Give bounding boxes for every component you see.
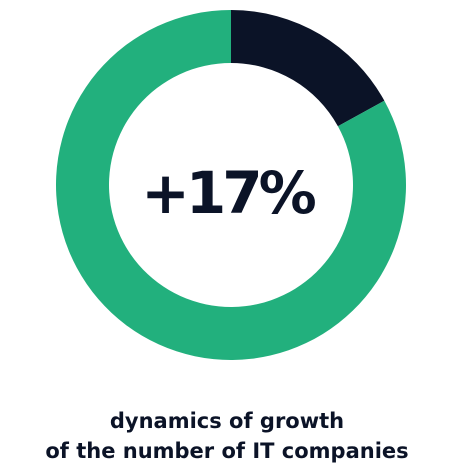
caption-line-1: dynamics of growth — [109, 409, 345, 433]
donut-svg — [55, 10, 407, 360]
donut-slice-1 — [231, 10, 385, 127]
center-value-label: +17% — [141, 159, 316, 227]
donut-chart: +17% — [55, 10, 407, 360]
caption-line-2: of the number of IT companies — [45, 439, 409, 463]
chart-caption: dynamics of growth of the number of IT c… — [0, 406, 454, 466]
donut-slice-2 — [55, 10, 407, 360]
